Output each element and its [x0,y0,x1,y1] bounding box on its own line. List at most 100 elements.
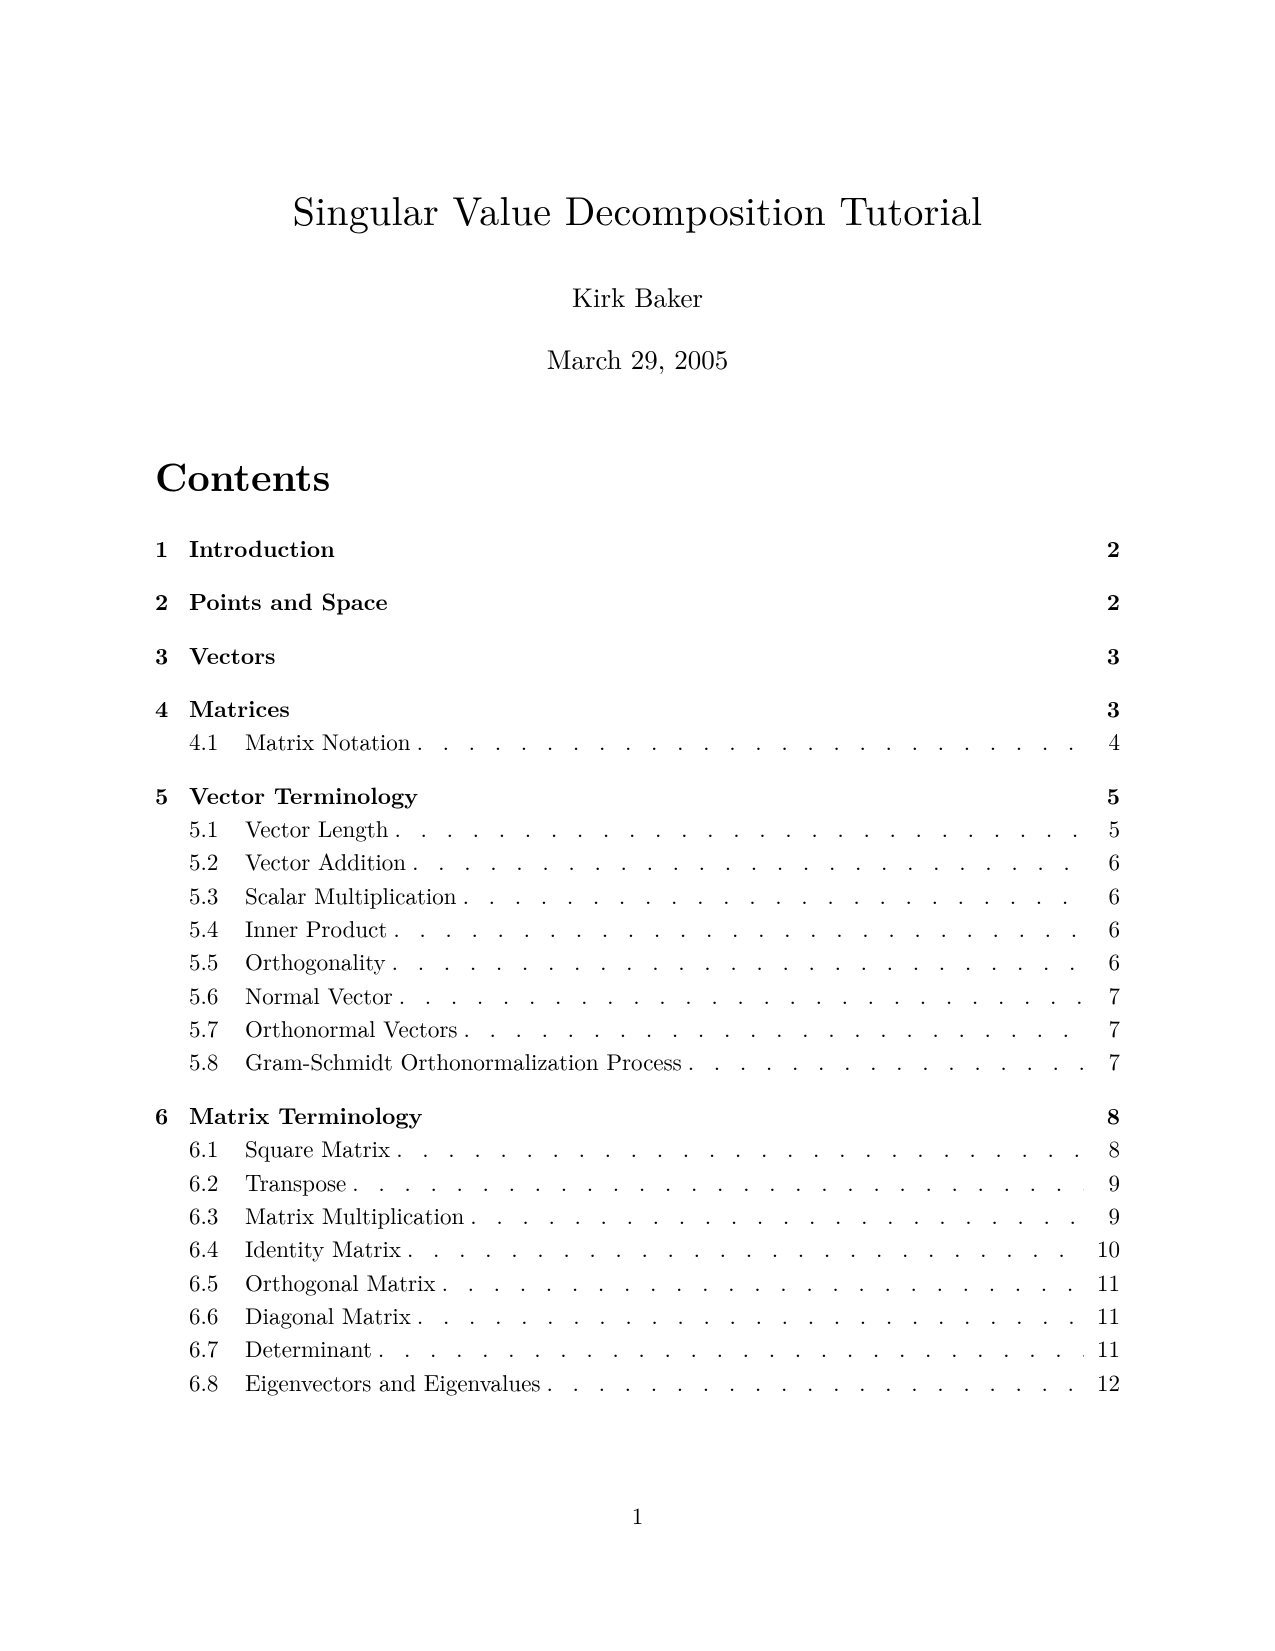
toc-subpage: 7 [1090,978,1120,1011]
toc-subtitle: Matrix Notation [245,724,411,757]
toc-subpage: 11 [1090,1331,1120,1364]
toc-subentry: 6.6 Diagonal Matrix 11 [155,1298,1120,1331]
toc-dots [463,878,1084,911]
toc-subentry: 5.8 Gram-Schmidt Orthonormalization Proc… [155,1044,1120,1077]
toc-subnumber: 6.8 [189,1365,245,1398]
toc-dots [470,1198,1084,1231]
toc-subpage: 6 [1090,911,1120,944]
toc-dots [399,978,1084,1011]
toc-subentry: 6.2 Transpose 9 [155,1165,1120,1198]
document-author: Kirk Baker [155,277,1120,315]
toc-subpage: 9 [1090,1165,1120,1198]
toc-entry: 6 Matrix Terminology 8 [155,1098,1120,1131]
toc-section: 2 Points and Space 2 [155,584,1120,617]
toc-subentry: 5.7 Orthonormal Vectors 7 [155,1011,1120,1044]
toc-number: 6 [155,1098,189,1131]
toc-subtitle: Matrix Multiplication [245,1198,464,1231]
toc-subentry: 6.7 Determinant 11 [155,1331,1120,1364]
toc-dots [546,1365,1084,1398]
toc-subpage: 6 [1090,944,1120,977]
toc-subtitle: Determinant [245,1331,372,1364]
toc-subpage: 5 [1090,811,1120,844]
toc-number: 5 [155,778,189,811]
toc-subentry: 4.1 Matrix Notation 4 [155,724,1120,757]
toc-subentry: 5.4 Inner Product 6 [155,911,1120,944]
toc-subpage: 7 [1090,1044,1120,1077]
toc-entry: 2 Points and Space 2 [155,584,1120,617]
toc-subentry: 6.4 Identity Matrix 10 [155,1231,1120,1264]
toc-page: 3 [1090,638,1120,671]
toc-subtitle: Vector Addition [245,844,406,877]
toc-dots [378,1331,1084,1364]
toc-subentry: 5.1 Vector Length 5 [155,811,1120,844]
toc-subpage: 10 [1090,1231,1120,1264]
toc-title: Points and Space [189,584,388,617]
toc-number: 2 [155,584,189,617]
toc-subnumber: 6.5 [189,1265,245,1298]
toc-subpage: 12 [1090,1365,1120,1398]
toc-entry: 3 Vectors 3 [155,638,1120,671]
toc-subentry: 6.3 Matrix Multiplication 9 [155,1198,1120,1231]
document-title: Singular Value Decomposition Tutorial [155,180,1120,237]
toc-dots [395,811,1085,844]
toc-entry: 1 Introduction 2 [155,531,1120,564]
toc-subnumber: 5.6 [189,978,245,1011]
page-number: 1 [0,1498,1275,1531]
toc-title: Matrices [189,691,290,724]
toc-page: 5 [1090,778,1120,811]
toc-subnumber: 5.4 [189,911,245,944]
toc-subpage: 6 [1090,844,1120,877]
toc-subnumber: 5.8 [189,1044,245,1077]
toc-dots [396,1131,1084,1164]
toc-subtitle: Orthogonal Matrix [245,1265,436,1298]
document-date: March 29, 2005 [155,339,1120,377]
toc-entry: 5 Vector Terminology 5 [155,778,1120,811]
toc-dots [393,911,1084,944]
toc-dots [352,1165,1084,1198]
toc-dots [412,844,1084,877]
toc-page: 2 [1090,584,1120,617]
toc-subpage: 9 [1090,1198,1120,1231]
toc-subtitle: Gram-Schmidt Orthonormalization Process [245,1044,682,1077]
toc-subtitle: Orthogonality [245,944,386,977]
toc-subtitle: Vector Length [245,811,389,844]
toc-section: 4 Matrices 3 4.1 Matrix Notation 4 [155,691,1120,758]
toc-subpage: 7 [1090,1011,1120,1044]
toc-page: 8 [1090,1098,1120,1131]
toc-subnumber: 6.6 [189,1298,245,1331]
toc-subnumber: 6.7 [189,1331,245,1364]
toc-subtitle: Normal Vector [245,978,393,1011]
toc-subpage: 8 [1090,1131,1120,1164]
toc-subentry: 6.8 Eigenvectors and Eigenvalues 12 [155,1365,1120,1398]
toc-subpage: 11 [1090,1298,1120,1331]
toc-subtitle: Eigenvectors and Eigenvalues [245,1365,540,1398]
toc-dots [417,1298,1084,1331]
toc-section: 1 Introduction 2 [155,531,1120,564]
toc-subtitle: Inner Product [245,911,387,944]
toc-dots [688,1044,1084,1077]
toc-subtitle: Transpose [245,1165,346,1198]
toc-subtitle: Identity Matrix [245,1231,401,1264]
toc-subnumber: 5.3 [189,878,245,911]
page: Singular Value Decomposition Tutorial Ki… [0,0,1275,1651]
toc-subpage: 4 [1090,724,1120,757]
toc-subnumber: 5.7 [189,1011,245,1044]
toc-subpage: 11 [1090,1265,1120,1298]
toc-page: 3 [1090,691,1120,724]
toc-subentry: 5.3 Scalar Multiplication 6 [155,878,1120,911]
toc-subtitle: Scalar Multiplication [245,878,457,911]
toc-subnumber: 5.5 [189,944,245,977]
toc-subpage: 6 [1090,878,1120,911]
toc-dots [392,944,1084,977]
toc-title: Matrix Terminology [189,1098,423,1131]
contents-heading: Contents [155,447,1120,503]
toc-dots [417,724,1084,757]
toc-section: 3 Vectors 3 [155,638,1120,671]
toc-subentry: 5.2 Vector Addition 6 [155,844,1120,877]
toc-title: Introduction [189,531,335,564]
toc-subtitle: Diagonal Matrix [245,1298,411,1331]
toc-number: 4 [155,691,189,724]
toc-subnumber: 6.4 [189,1231,245,1264]
toc-subtitle: Square Matrix [245,1131,390,1164]
toc-subentry: 5.6 Normal Vector 7 [155,978,1120,1011]
